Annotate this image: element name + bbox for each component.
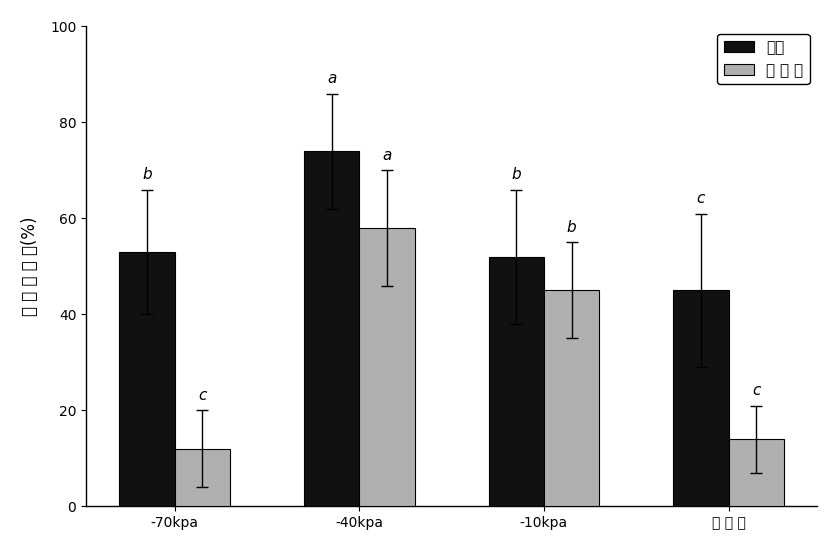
Text: b: b [511, 168, 521, 182]
Text: a: a [382, 148, 391, 163]
Text: a: a [327, 71, 336, 87]
Bar [544, 290, 599, 506]
Text: c: c [696, 191, 705, 207]
Bar [728, 439, 784, 506]
Bar [119, 252, 174, 506]
Bar [304, 151, 360, 506]
Text: b: b [566, 220, 577, 235]
Text: c: c [752, 383, 760, 398]
Bar [174, 449, 230, 506]
Bar [489, 257, 544, 506]
Bar [360, 228, 415, 506]
Text: c: c [198, 388, 206, 403]
Y-axis label: 기 공 개 도 율(%): 기 공 개 도 율(%) [21, 217, 39, 316]
Text: b: b [142, 168, 152, 182]
Legend: 거봉, 흑 보 석: 거봉, 흑 보 석 [717, 34, 810, 84]
Bar [673, 290, 728, 506]
